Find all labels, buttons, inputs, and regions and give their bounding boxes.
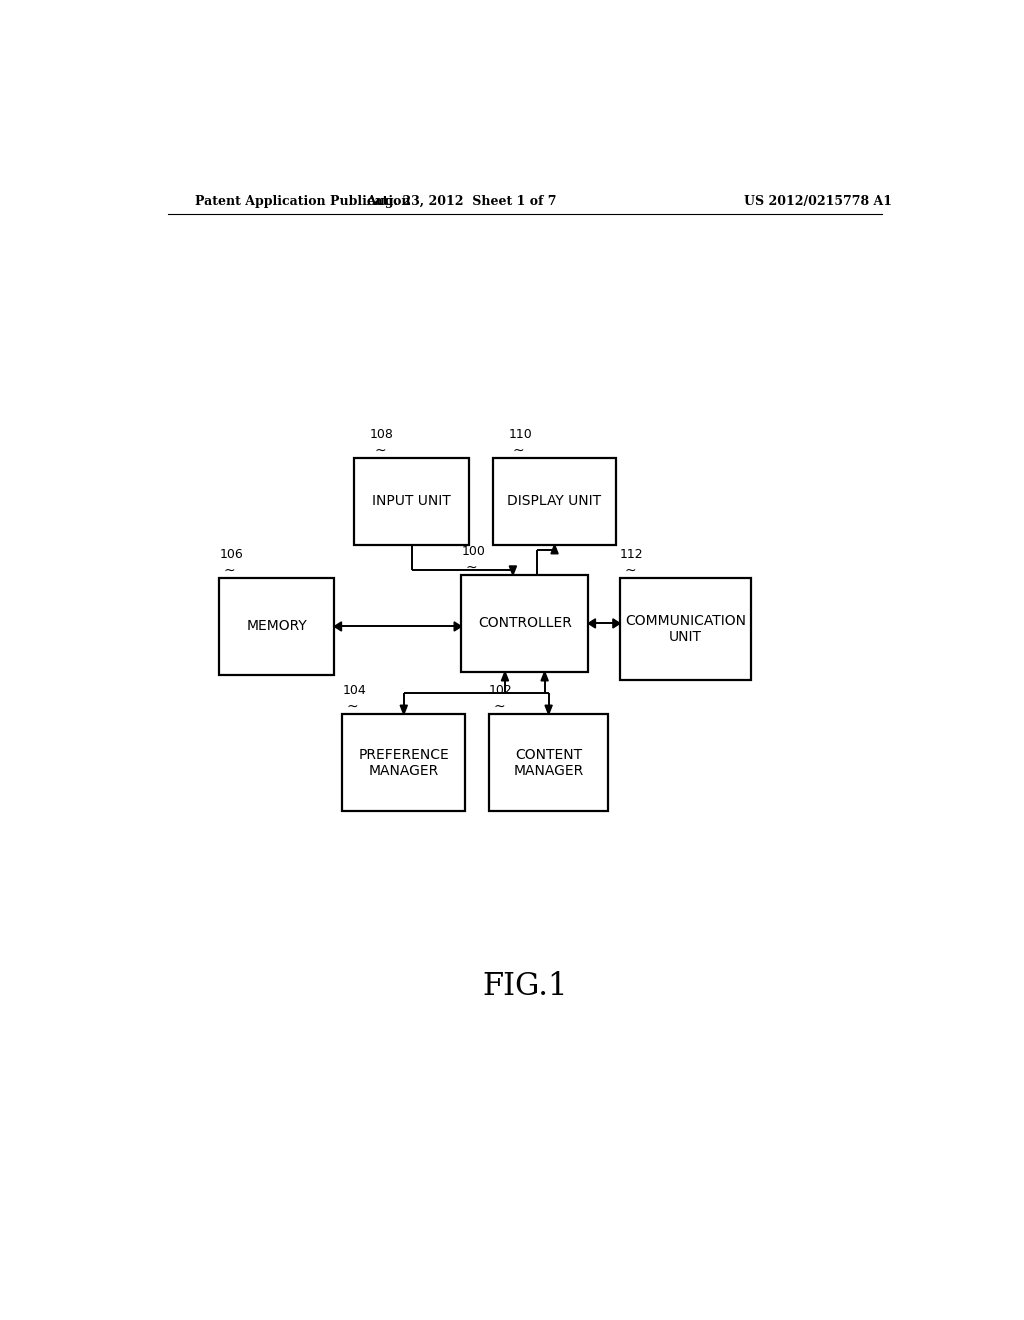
Bar: [620, 578, 751, 680]
Text: DISPLAY UNIT: DISPLAY UNIT: [508, 495, 602, 508]
Polygon shape: [541, 672, 548, 681]
Text: MEMORY: MEMORY: [247, 619, 307, 634]
Text: PREFERENCE
MANAGER: PREFERENCE MANAGER: [358, 747, 450, 777]
Polygon shape: [545, 705, 552, 714]
Text: 112: 112: [620, 548, 644, 561]
Text: INPUT UNIT: INPUT UNIT: [373, 495, 452, 508]
Text: CONTENT
MANAGER: CONTENT MANAGER: [513, 747, 584, 777]
Text: 108: 108: [370, 428, 394, 441]
Text: ~: ~: [624, 564, 636, 578]
Text: US 2012/0215778 A1: US 2012/0215778 A1: [744, 194, 893, 207]
Polygon shape: [588, 619, 595, 628]
Bar: [494, 458, 616, 545]
Polygon shape: [502, 672, 509, 681]
Text: ~: ~: [223, 564, 234, 578]
Polygon shape: [400, 705, 408, 714]
Polygon shape: [334, 622, 341, 631]
Bar: [489, 714, 608, 810]
Bar: [342, 714, 465, 810]
Text: ~: ~: [494, 700, 505, 714]
Text: ~: ~: [374, 444, 386, 458]
Polygon shape: [509, 566, 516, 576]
Text: 110: 110: [509, 428, 532, 441]
Text: FIG.1: FIG.1: [482, 972, 567, 1002]
Text: ~: ~: [513, 444, 524, 458]
Text: 100: 100: [461, 545, 485, 558]
Text: ~: ~: [465, 561, 477, 576]
Polygon shape: [613, 619, 620, 628]
Bar: [461, 576, 588, 672]
Bar: [219, 578, 334, 675]
Polygon shape: [551, 545, 558, 554]
Text: COMMUNICATION
UNIT: COMMUNICATION UNIT: [625, 614, 746, 644]
Text: Aug. 23, 2012  Sheet 1 of 7: Aug. 23, 2012 Sheet 1 of 7: [366, 194, 557, 207]
Bar: [354, 458, 469, 545]
Text: CONTROLLER: CONTROLLER: [478, 616, 571, 631]
Text: Patent Application Publication: Patent Application Publication: [196, 194, 411, 207]
Text: 106: 106: [219, 548, 243, 561]
Text: ~: ~: [346, 700, 357, 714]
Polygon shape: [455, 622, 461, 631]
Text: 104: 104: [342, 684, 366, 697]
Text: 102: 102: [489, 684, 513, 697]
